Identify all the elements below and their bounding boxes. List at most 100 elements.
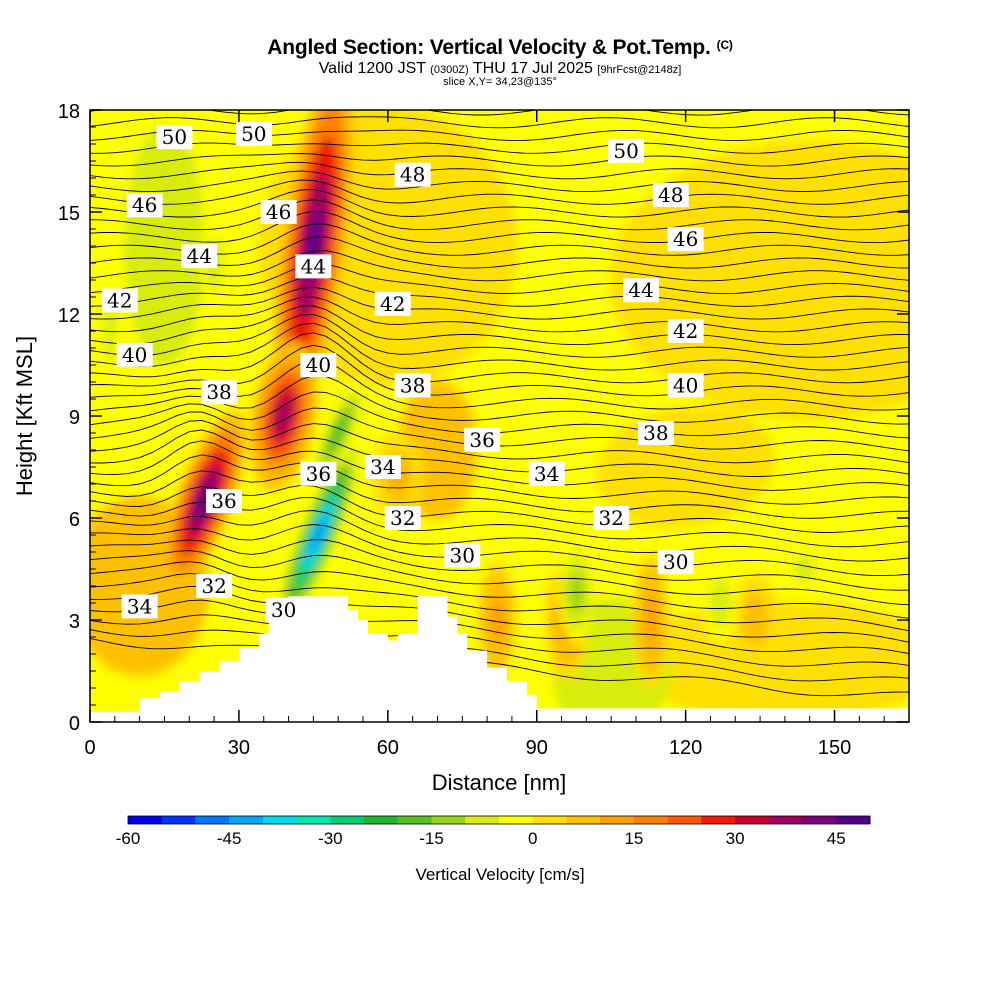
colorbar-swatch [364, 816, 399, 824]
isentrope-line [90, 322, 909, 371]
isentrope-label-text: 42 [380, 292, 405, 316]
terrain-mask [90, 596, 909, 722]
isentrope-line [90, 429, 909, 477]
y-axis-label: Height [Kft MSL] [12, 336, 37, 496]
isentrope-label: 50 [608, 138, 645, 163]
colorbar-swatch [600, 816, 635, 824]
forecast-label: [9hrFcst@2148z] [597, 64, 682, 76]
chart-title-mark: (C) [716, 38, 733, 52]
isentrope-label-box [260, 200, 297, 224]
isentrope-label-box [300, 461, 337, 486]
isentrope-label-text: 44 [186, 244, 211, 268]
colorbar-swatch [431, 816, 466, 824]
isentrope-line [90, 375, 909, 425]
isentrope-label-text: 38 [643, 421, 668, 445]
y-tick-label: 12 [58, 305, 80, 327]
isentrope-label-box [394, 373, 431, 398]
isentrope-label-box [637, 421, 674, 445]
colorbar-swatch [667, 816, 702, 824]
isentrope-label-text: 32 [201, 574, 226, 598]
isentrope-label-box [181, 244, 218, 269]
isentrope-label-box [126, 193, 163, 218]
colorbar-swatch [566, 816, 601, 824]
isentrope-label: 30 [657, 550, 694, 575]
isentrope-lines [90, 110, 909, 697]
colorbar-frame [127, 815, 871, 825]
isentrope-label-text: 50 [162, 125, 187, 149]
colorbar-swatch [802, 816, 837, 824]
isentrope-label-text: 36 [469, 428, 494, 452]
isentrope-label: 34 [121, 594, 158, 619]
chart-title: Angled Section: Vertical Velocity & Pot.… [0, 36, 1000, 60]
isentrope-line [90, 223, 909, 256]
isentrope-label-box [206, 489, 243, 513]
isentrope-label-box [652, 183, 689, 207]
isentrope-label-text: 34 [370, 455, 395, 479]
isentrope-label-text: 36 [306, 462, 331, 486]
colorbar-tick-label: 0 [528, 829, 537, 848]
isentrope-label-text: 34 [127, 594, 152, 618]
colorbar-swatch [701, 816, 736, 824]
isentrope-label-text: 40 [122, 343, 147, 367]
isentrope-label: 44 [181, 244, 218, 269]
x-axis-label: Distance [nm] [432, 770, 567, 795]
isentrope-line [90, 170, 909, 193]
downdraft-cell [572, 582, 581, 603]
isentrope-label-box [295, 254, 332, 279]
isentrope-label: 42 [667, 319, 704, 343]
isentrope-label: 36 [300, 461, 337, 486]
colorbar-swatch [296, 816, 331, 824]
downdraft-cell [332, 422, 344, 444]
x-axis: 0 30 60 90 120 150 [84, 110, 885, 759]
y-tick-label: 0 [69, 713, 80, 735]
x-tick-label: 60 [377, 737, 399, 759]
isentrope-label-box [265, 597, 302, 622]
colorbar-tick-label: 15 [624, 829, 643, 848]
field-patch [609, 140, 909, 420]
isentrope-label: 38 [394, 373, 431, 398]
field-patch [124, 126, 205, 366]
isentrope-label-text: 48 [658, 183, 683, 207]
isentrope-line [90, 142, 909, 154]
downdraft-cell [310, 517, 327, 553]
colorbar-swatch [532, 816, 567, 824]
isentrope-label: 32 [593, 506, 630, 530]
isentrope-label-box [156, 125, 193, 150]
x-tick-label: 90 [526, 737, 548, 759]
isentrope-line [90, 454, 909, 505]
isentrope-label-text: 46 [132, 193, 157, 217]
isentrope-line [90, 110, 909, 116]
isentrope-label: 34 [528, 461, 565, 486]
downdraft-cell [716, 595, 724, 611]
colorbar-label: Vertical Velocity [cm/s] [415, 865, 584, 884]
colorbar-swatch [330, 816, 365, 824]
isentrope-label-box [667, 319, 704, 343]
isentrope-label: 50 [156, 125, 193, 150]
isentrope-line [90, 199, 909, 231]
isentrope-label: 48 [394, 162, 431, 187]
isentrope-label: 44 [622, 278, 659, 303]
isentrope-line [90, 236, 909, 269]
isentrope-label-box [667, 373, 704, 398]
colorbar-swatch [499, 816, 534, 824]
isentrope-label: 30 [265, 597, 302, 622]
isentrope-label-text: 50 [613, 139, 638, 163]
isentrope-line [90, 129, 909, 142]
isentrope-label: 44 [295, 254, 332, 279]
y-tick-label: 15 [58, 203, 80, 225]
isentrope-label-text: 38 [400, 373, 425, 397]
isentrope-line [90, 637, 909, 697]
isentrope-line [90, 510, 909, 562]
isentrope-line [90, 179, 909, 205]
isentrope-label: 36 [206, 489, 243, 513]
chart-title-text: Angled Section: Vertical Velocity & Pot.… [267, 36, 711, 59]
x-tick-label: 30 [228, 737, 250, 759]
isentrope-label: 46 [667, 227, 704, 252]
isentrope-label: 42 [374, 291, 411, 316]
isentrope-line [90, 629, 909, 682]
y-tick-label: 9 [69, 407, 80, 429]
colorbar-swatch [735, 816, 770, 824]
isentrope-line [90, 332, 909, 384]
